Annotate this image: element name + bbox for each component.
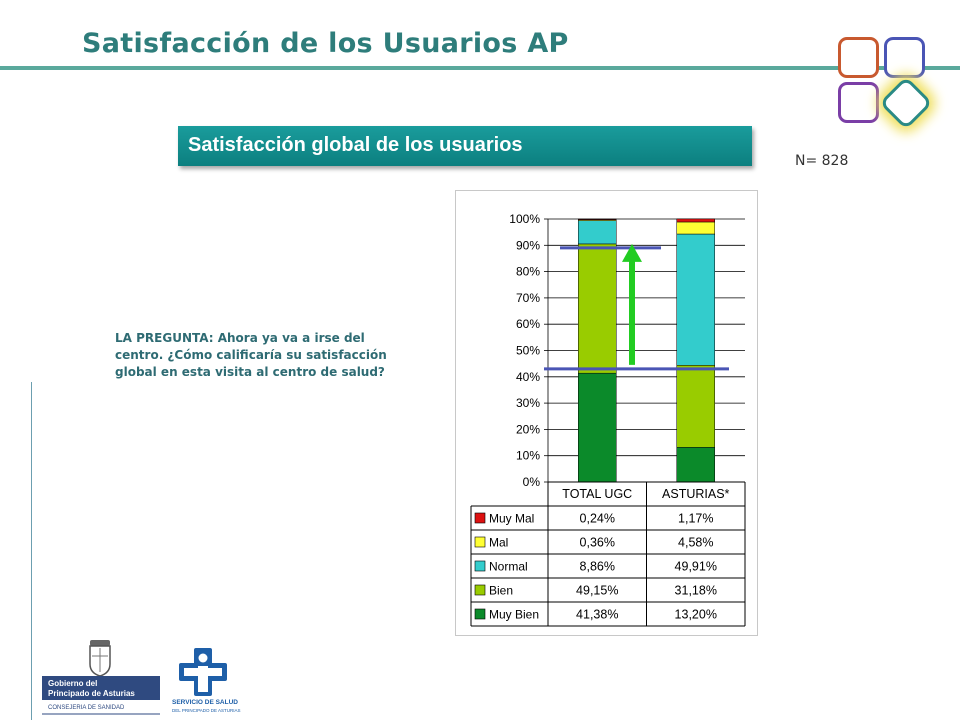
y-tick-label: 10% — [516, 449, 540, 463]
data-label: 41,38% — [576, 608, 618, 622]
legend-swatch — [474, 512, 486, 524]
legend-swatch — [474, 584, 486, 596]
servicio-salud-logo: SERVICIO DE SALUD DEL PRINCIPADO DE ASTU… — [170, 646, 246, 720]
legend-label: Mal — [489, 536, 508, 550]
medical-cross-icon — [179, 648, 227, 696]
legend-swatch — [474, 560, 486, 572]
category-label: TOTAL UGC — [562, 487, 632, 501]
bar-segment — [676, 233, 715, 366]
logo-servicio-line1: SERVICIO DE SALUD — [172, 699, 238, 706]
y-tick-label: 90% — [516, 238, 540, 252]
data-label: 0,36% — [580, 536, 615, 550]
y-tick-label: 70% — [516, 291, 540, 305]
legend-swatch — [474, 608, 486, 620]
logo-gobierno-line1: Gobierno del — [48, 679, 97, 688]
y-tick-label: 80% — [516, 265, 540, 279]
y-tick-label: 0% — [523, 475, 541, 489]
legend-label: Normal — [489, 560, 528, 574]
legend-label: Muy Mal — [489, 512, 534, 526]
category-label: ASTURIAS* — [662, 487, 730, 501]
section-banner: Satisfacción global de los usuarios — [178, 126, 752, 166]
bar-segment — [676, 447, 715, 483]
data-label: 8,86% — [580, 560, 615, 574]
y-tick-label: 60% — [516, 317, 540, 331]
y-tick-label: 100% — [509, 212, 540, 226]
data-label: 0,24% — [580, 512, 615, 526]
legend-swatch — [474, 536, 486, 548]
logo-gobierno-line3: CONSEJERIA DE SANIDAD — [48, 705, 125, 711]
y-tick-label: 20% — [516, 422, 540, 436]
bar-segment — [578, 243, 617, 374]
data-label: 1,17% — [678, 512, 713, 526]
bar-segment — [676, 218, 715, 223]
sample-size-label: N= 828 — [795, 153, 849, 169]
data-label: 13,20% — [675, 608, 717, 622]
left-divider — [31, 382, 32, 720]
deco-square-orange — [838, 37, 879, 78]
data-label: 49,91% — [675, 560, 717, 574]
coat-of-arms-icon — [89, 640, 111, 677]
data-label: 49,15% — [576, 584, 618, 598]
y-tick-label: 50% — [516, 344, 540, 358]
legend-label: Muy Bien — [489, 608, 539, 622]
title-rule — [0, 66, 960, 70]
improvement-arrow-head — [622, 243, 642, 262]
deco-diamond-glow — [879, 76, 933, 130]
legend-label: Bien — [489, 584, 513, 598]
chart-container: 0% 10% 20% 30% 40% 50% 60% 70% 80% 90% 100% TOTAL U… — [455, 190, 758, 636]
y-tick-label: 30% — [516, 396, 540, 410]
bar-segment — [578, 220, 617, 245]
logo-gobierno-line2: Principado de Asturias — [48, 689, 135, 698]
stacked-bar-chart: 0% 10% 20% 30% 40% 50% 60% 70% 80% 90% 100% TOTAL U… — [470, 212, 746, 627]
bar-segment — [676, 221, 715, 235]
survey-question: LA PREGUNTA: Ahora ya va a irse del cent… — [115, 331, 387, 379]
deco-square-purple — [838, 82, 879, 123]
page-title: Satisfacción de los Usuarios AP — [82, 28, 569, 59]
gobierno-logo: Gobierno del Principado de Asturias CONS… — [38, 636, 162, 720]
section-banner-text: Satisfacción global de los usuarios — [188, 134, 523, 156]
y-tick-label: 40% — [516, 370, 540, 384]
data-label: 31,18% — [675, 584, 717, 598]
bar-segment — [578, 372, 617, 483]
data-label: 4,58% — [678, 536, 713, 550]
deco-square-blue — [884, 37, 925, 78]
bar-segment — [676, 365, 715, 448]
bar-segment — [578, 218, 617, 220]
logo-servicio-line2: DEL PRINCIPADO DE ASTURIAS — [172, 708, 241, 713]
